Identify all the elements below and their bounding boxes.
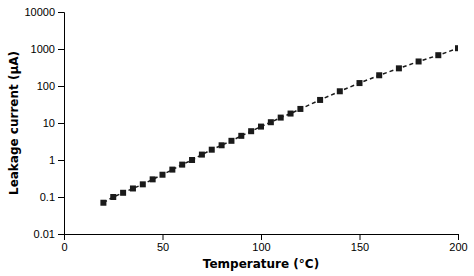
marker xyxy=(357,80,363,86)
tick-mark xyxy=(163,234,164,240)
marker xyxy=(169,167,175,173)
tick-mark xyxy=(261,234,262,240)
marker xyxy=(189,157,195,163)
marker xyxy=(219,142,225,148)
tick-label: 0.1 xyxy=(40,191,55,203)
marker xyxy=(209,147,215,153)
x-axis: 0 50 100 150 200 xyxy=(61,234,467,253)
tick: 10 xyxy=(43,117,64,129)
marker xyxy=(130,185,136,191)
tick: 0.1 xyxy=(40,191,64,203)
tick-mark xyxy=(458,234,459,240)
tick: 200 xyxy=(449,234,467,253)
marker xyxy=(120,190,126,196)
marker xyxy=(248,128,254,134)
tick: 1 xyxy=(49,154,64,166)
tick: 1000 xyxy=(31,43,64,55)
tick: 0 xyxy=(61,234,67,253)
marker xyxy=(100,200,106,206)
tick: 50 xyxy=(157,234,169,253)
tick-mark xyxy=(58,160,64,161)
marker xyxy=(140,181,146,187)
axis-line xyxy=(65,235,459,241)
marker xyxy=(160,172,166,178)
tick-label: 10 xyxy=(43,117,55,129)
x-axis-title: Temperature (°C) xyxy=(203,257,319,271)
y-axis-title: Leakage current (μA) xyxy=(7,51,21,195)
tick-label: 0.01 xyxy=(34,228,55,240)
marker xyxy=(258,124,264,130)
marker xyxy=(150,176,156,182)
marker xyxy=(278,115,284,121)
marker xyxy=(376,72,382,78)
tick: 100 xyxy=(252,234,270,253)
tick-mark xyxy=(58,12,64,13)
tick-label: 50 xyxy=(157,241,169,253)
tick: 0.01 xyxy=(34,228,64,240)
tick-mark xyxy=(58,49,64,50)
marker xyxy=(416,58,422,64)
marker xyxy=(288,111,294,117)
tick-label: 1000 xyxy=(31,43,55,55)
tick-mark xyxy=(58,197,64,198)
marker xyxy=(199,152,205,158)
plot-area xyxy=(100,45,458,206)
tick-label: 0 xyxy=(61,241,67,253)
tick-label: 100 xyxy=(37,80,55,92)
tick-label: 10000 xyxy=(24,6,55,18)
marker xyxy=(317,97,323,103)
tick: 10000 xyxy=(24,6,64,18)
tick-label: 200 xyxy=(449,241,467,253)
tick: 100 xyxy=(37,80,64,92)
chart: 0 50 100 150 200 0.01 0.1 1 10 100 1000 10000 Temper… xyxy=(0,0,474,276)
marker xyxy=(337,88,343,94)
marker xyxy=(455,45,458,51)
line xyxy=(103,48,458,203)
marker xyxy=(396,65,402,71)
marker xyxy=(238,133,244,139)
marker xyxy=(179,162,185,168)
axis-line xyxy=(58,13,65,235)
tick-mark xyxy=(360,234,361,240)
marker xyxy=(228,138,234,144)
marker xyxy=(268,119,274,125)
marker xyxy=(297,106,303,112)
tick-mark xyxy=(58,123,64,124)
tick-label: 1 xyxy=(49,154,55,166)
tick-mark xyxy=(58,86,64,87)
tick-label: 100 xyxy=(252,241,270,253)
marker xyxy=(110,194,116,200)
tick-mark xyxy=(58,234,64,235)
y-axis: 0.01 0.1 1 10 100 1000 10000 xyxy=(24,6,64,240)
marker xyxy=(435,52,441,58)
tick: 150 xyxy=(351,234,369,253)
tick-label: 150 xyxy=(351,241,369,253)
